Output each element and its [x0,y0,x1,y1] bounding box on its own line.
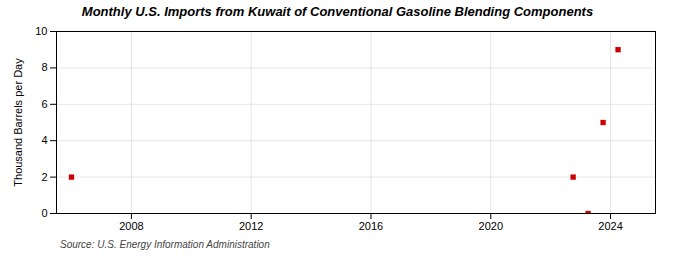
svg-text:2012: 2012 [239,220,263,232]
svg-text:2008: 2008 [119,220,143,232]
svg-text:8: 8 [41,61,47,73]
svg-text:10: 10 [35,25,47,37]
html-text:Monthly U.S. Imports from Kuwa: Monthly U.S. Imports from Kuwait of Conv… [81,4,594,19]
svg-text:2: 2 [41,171,47,183]
svg-text:2024: 2024 [598,220,622,232]
svg-text:4: 4 [41,134,47,146]
html-text:Source: U.S. Energy Informatio: Source: U.S. Energy Information Administ… [60,239,270,250]
svg-text:2016: 2016 [359,220,383,232]
svg-text:6: 6 [41,98,47,110]
svg-text:2020: 2020 [479,220,503,232]
svg-text:Thousand Barrels per Day: Thousand Barrels per Day [12,58,24,187]
svg-text:0: 0 [41,207,47,219]
